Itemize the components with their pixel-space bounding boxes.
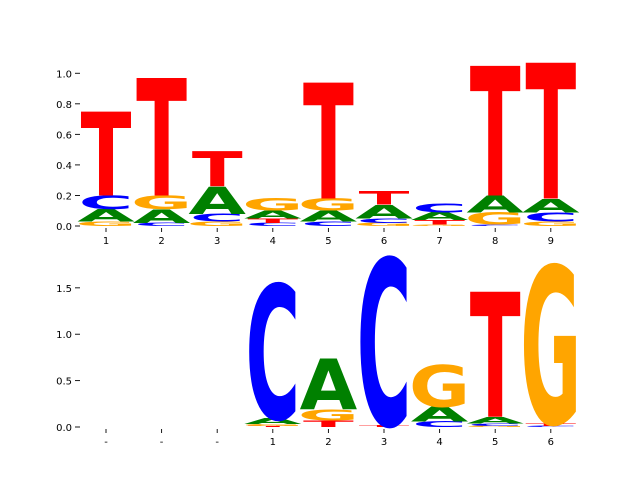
x-tick-label: 8 [492,236,498,247]
logo-letter-G: G [409,224,470,226]
logo-letter-A: A [466,415,524,425]
logo-letter-T: T [359,187,410,209]
logo-letter-T: T [247,426,298,427]
logo-letter-A: A [244,417,302,426]
logo-letter-C: C [523,210,578,225]
y-tick-label: 0.8 [56,100,72,111]
logo-letter-G: G [187,220,248,227]
logo-letter-C: C [357,214,412,480]
y-tick-label: 1.5 [56,284,72,295]
logo-letter-T: T [414,219,465,226]
x-tick-label: 2 [158,236,164,247]
logo-letter-C: C [357,217,412,224]
logo-letter-T: T [136,47,187,234]
x-tick-label: - [104,437,108,448]
y-tick-label: 1.0 [56,330,72,341]
logo-letter-T: T [525,423,576,427]
logo-letter-A: A [188,179,246,223]
logo-letter-C: C [190,212,245,224]
y-tick-label: 1.0 [56,69,72,80]
logo-letter-A: A [244,209,302,221]
logo-letter-A: A [522,195,580,217]
logo-letter-G: G [409,353,470,420]
logo-letter-T: T [303,52,354,236]
logo-letter-A: A [411,210,469,222]
logo-letter-C: C [412,200,467,215]
x-tick-label: - [215,437,219,448]
y-tick-label: 0.5 [56,377,72,388]
y-tick-label: 0.4 [56,161,72,172]
logo-letter-G: G [242,424,303,427]
logo-letter-C: C [468,224,523,226]
logo-letter-C: C [301,220,356,227]
y-tick-label: 0.0 [56,222,72,233]
logo-letter-G: G [298,195,359,215]
x-tick-label: 1 [270,437,276,448]
logo-letter-A: A [466,191,524,218]
logo-letter-G: G [520,220,581,227]
top-logo-panel: 0.00.20.40.60.81.01GACT2CAGT3GCAT4CTAG5C… [56,26,581,247]
logo-letter-C: C [523,426,578,427]
x-tick-label: 5 [325,236,331,247]
logo-letter-A: A [300,345,358,426]
x-tick-label: 6 [548,437,554,448]
logo-letter-G: G [242,195,303,215]
logo-letter-G: G [465,426,526,427]
x-tick-label: 3 [214,236,220,247]
logo-letter-A: A [77,206,135,226]
x-tick-label: 6 [381,236,387,247]
logo-letter-T: T [303,419,354,429]
logo-letter-A: A [133,206,191,228]
logo-letter-T: T [247,217,298,224]
logo-letter-G: G [353,222,414,227]
x-tick-label: 3 [381,437,387,448]
logo-letter-C: C [134,222,189,227]
y-tick-label: 0.0 [56,423,72,434]
logo-letter-G: G [298,406,359,424]
logo-letter-C: C [468,423,523,427]
logo-letter-T: T [192,142,243,198]
logo-letter-T: T [470,31,521,238]
x-tick-label: 4 [270,236,276,247]
x-tick-label: 5 [492,437,498,448]
logo-letter-C: C [245,222,300,227]
y-tick-label: 0.2 [56,191,72,202]
x-tick-label: 7 [436,236,442,247]
logo-letter-G: G [75,220,136,227]
x-tick-label: 1 [103,236,109,247]
logo-letter-T: T [81,89,132,223]
x-tick-label: 2 [325,437,331,448]
logo-letter-A: A [300,208,358,225]
logo-letter-G: G [465,209,526,229]
logo-letter-T: T [359,425,410,428]
logo-letter-A: A [411,402,469,426]
logo-letter-C: C [79,192,134,214]
logo-letter-G: G [131,192,192,214]
x-tick-label: - [160,437,164,448]
logo-letter-A: A [355,201,413,223]
logo-letter-G: G [520,224,581,475]
x-tick-label: 4 [436,437,442,448]
logo-letter-C: C [245,249,300,463]
logo-letter-T: T [470,259,521,459]
y-tick-label: 0.6 [56,130,72,141]
x-tick-label: 9 [548,236,554,247]
logo-letter-T: T [525,26,576,243]
logo-letter-C: C [412,420,467,429]
